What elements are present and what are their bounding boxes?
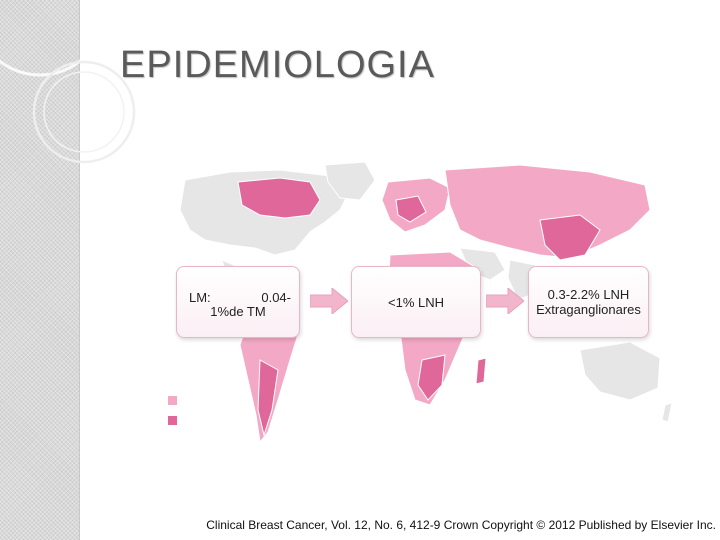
callout-lm-label: LM: [189,290,211,305]
legend-swatch-light [168,396,177,405]
decorative-rings [0,0,136,164]
arrow-right-icon [486,288,524,314]
callout-extranodal-lnh: 0.3-2.2% LNH Extraganglionares [528,266,649,338]
callout-lm-incidence: LM: 0.04- 1%de TM [176,266,300,338]
callout-lnh-text: <1% LNH [388,294,444,310]
callout-lm-value: 0.04- [261,290,291,305]
callout-extranodal-line1: 0.3-2.2% LNH [547,287,630,302]
arrow-right-icon [310,288,348,314]
slide-title: EPIDEMIOLOGIA [120,44,435,86]
callout-lm-line2: 1%de TM [210,304,266,319]
callout-lnh-percentage: <1% LNH [351,266,481,338]
side-band-edge [79,0,80,540]
callout-extranodal-line2: Extraganglionares [536,302,641,317]
legend-swatch-dark [168,416,177,425]
map-legend [168,396,177,425]
citation: Clinical Breast Cancer, Vol. 12, No. 6, … [206,518,716,532]
